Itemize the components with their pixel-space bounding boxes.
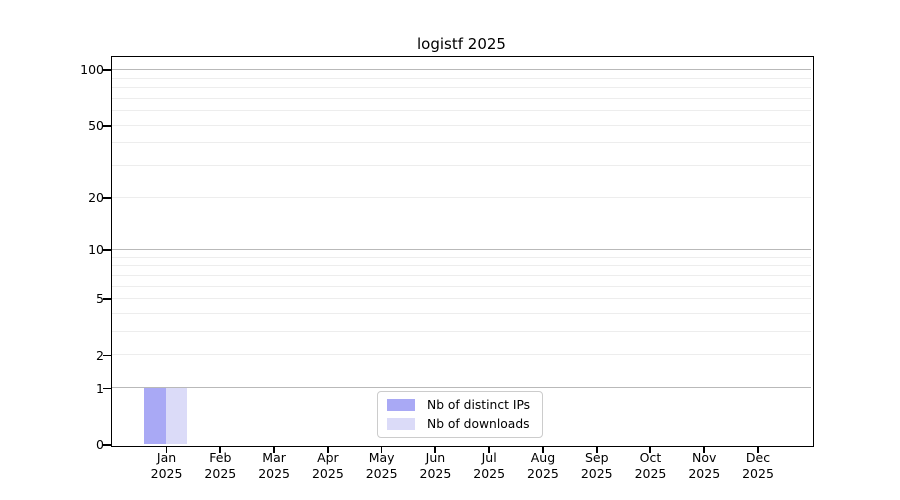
plot-area: Nb of distinct IPs Nb of downloads [111,56,814,447]
x-tick-label: Jul 2025 [473,450,506,481]
legend: Nb of distinct IPs Nb of downloads [377,391,543,438]
y-tick-label: 5 [96,291,104,307]
major-gridline [112,387,811,389]
x-tick-mark [757,446,759,453]
x-tick-mark [273,446,275,453]
minor-gridline [112,77,811,79]
x-tick-label: May 2025 [365,450,398,481]
y-tick-mark [102,443,111,446]
x-tick-mark [326,446,329,453]
minor-gridline [112,97,811,99]
minor-gridline [112,110,811,112]
x-tick-label: Nov 2025 [688,450,721,481]
bar-distinct-ips [144,387,166,444]
x-tick-label: Mar 2025 [258,450,290,481]
minor-gridline [112,256,811,258]
x-tick-mark [488,446,490,453]
x-tick-mark [165,446,168,453]
x-tick-mark [219,446,222,453]
legend-label-distinct-ips: Nb of distinct IPs [427,398,531,412]
x-tick-mark [703,446,706,453]
y-tick-mark [102,298,111,301]
minor-gridline [112,285,811,287]
legend-swatch-distinct-ips [387,399,415,411]
minor-gridline [112,312,811,314]
minor-gridline [112,298,811,300]
x-tick-label: Dec 2025 [742,450,774,481]
legend-item-downloads: Nb of downloads [387,416,533,432]
minor-gridline [112,164,811,166]
minor-gridline [112,196,811,198]
minor-gridline [112,354,811,356]
minor-gridline [112,124,811,126]
y-tick-mark [102,387,111,390]
y-tick-label: 100 [80,62,104,78]
x-tick-label: Jun 2025 [419,450,452,481]
minor-gridline [112,274,811,276]
y-tick-label: 50 [88,117,104,133]
minor-gridline [112,142,811,144]
x-tick-label: Sep 2025 [580,450,613,481]
x-tick-mark [434,446,437,453]
y-tick-label: 2 [96,347,104,363]
x-tick-label: Jan 2025 [150,450,183,481]
x-tick-label: Apr 2025 [311,450,344,481]
y-tick-mark [102,354,111,357]
y-tick-mark [102,124,111,127]
minor-gridline [112,265,811,267]
legend-label-downloads: Nb of downloads [427,417,530,431]
major-gridline [112,248,811,250]
x-tick-mark [595,446,598,453]
x-tick-label: Aug 2025 [527,450,559,481]
x-tick-mark [541,446,544,453]
x-tick-label: Feb 2025 [204,450,237,481]
minor-gridline [112,331,811,333]
x-tick-mark [380,446,383,453]
bar-downloads [165,387,188,444]
major-gridline [112,69,811,71]
y-tick-label: 20 [88,189,104,205]
chart-title: logistf 2025 [417,35,506,53]
x-tick-mark [649,446,652,453]
y-tick-mark [102,196,111,199]
y-tick-mark [102,249,111,252]
y-tick-label: 0 [96,436,104,452]
y-tick-label: 1 [96,380,104,396]
y-tick-label: 10 [88,242,104,258]
minor-gridline [112,87,811,89]
legend-item-distinct-ips: Nb of distinct IPs [387,397,533,413]
y-tick-mark [102,69,111,72]
legend-swatch-downloads [387,418,415,430]
x-tick-label: Oct 2025 [634,450,667,481]
